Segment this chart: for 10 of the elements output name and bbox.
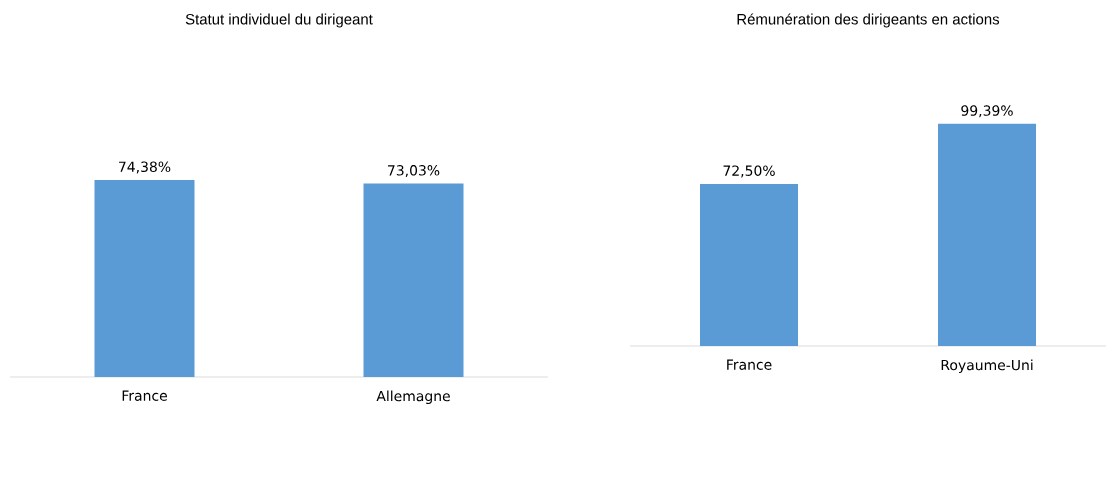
chart-title: Statut individuel du dirigeant (185, 13, 373, 28)
x-tick-label: France (122, 390, 167, 401)
data-label: 99,39% (961, 105, 1013, 118)
x-tick-label: France (727, 359, 772, 370)
x-tick-label: Royaume-Uni (941, 359, 1033, 374)
data-label: 72,50% (723, 165, 775, 178)
x-tick-label: Allemagne (376, 390, 450, 405)
chart-title: Rémunération des dirigeants en actions (737, 13, 1000, 28)
data-label: 73,03% (388, 165, 440, 178)
data-label: 74,38% (119, 161, 171, 174)
